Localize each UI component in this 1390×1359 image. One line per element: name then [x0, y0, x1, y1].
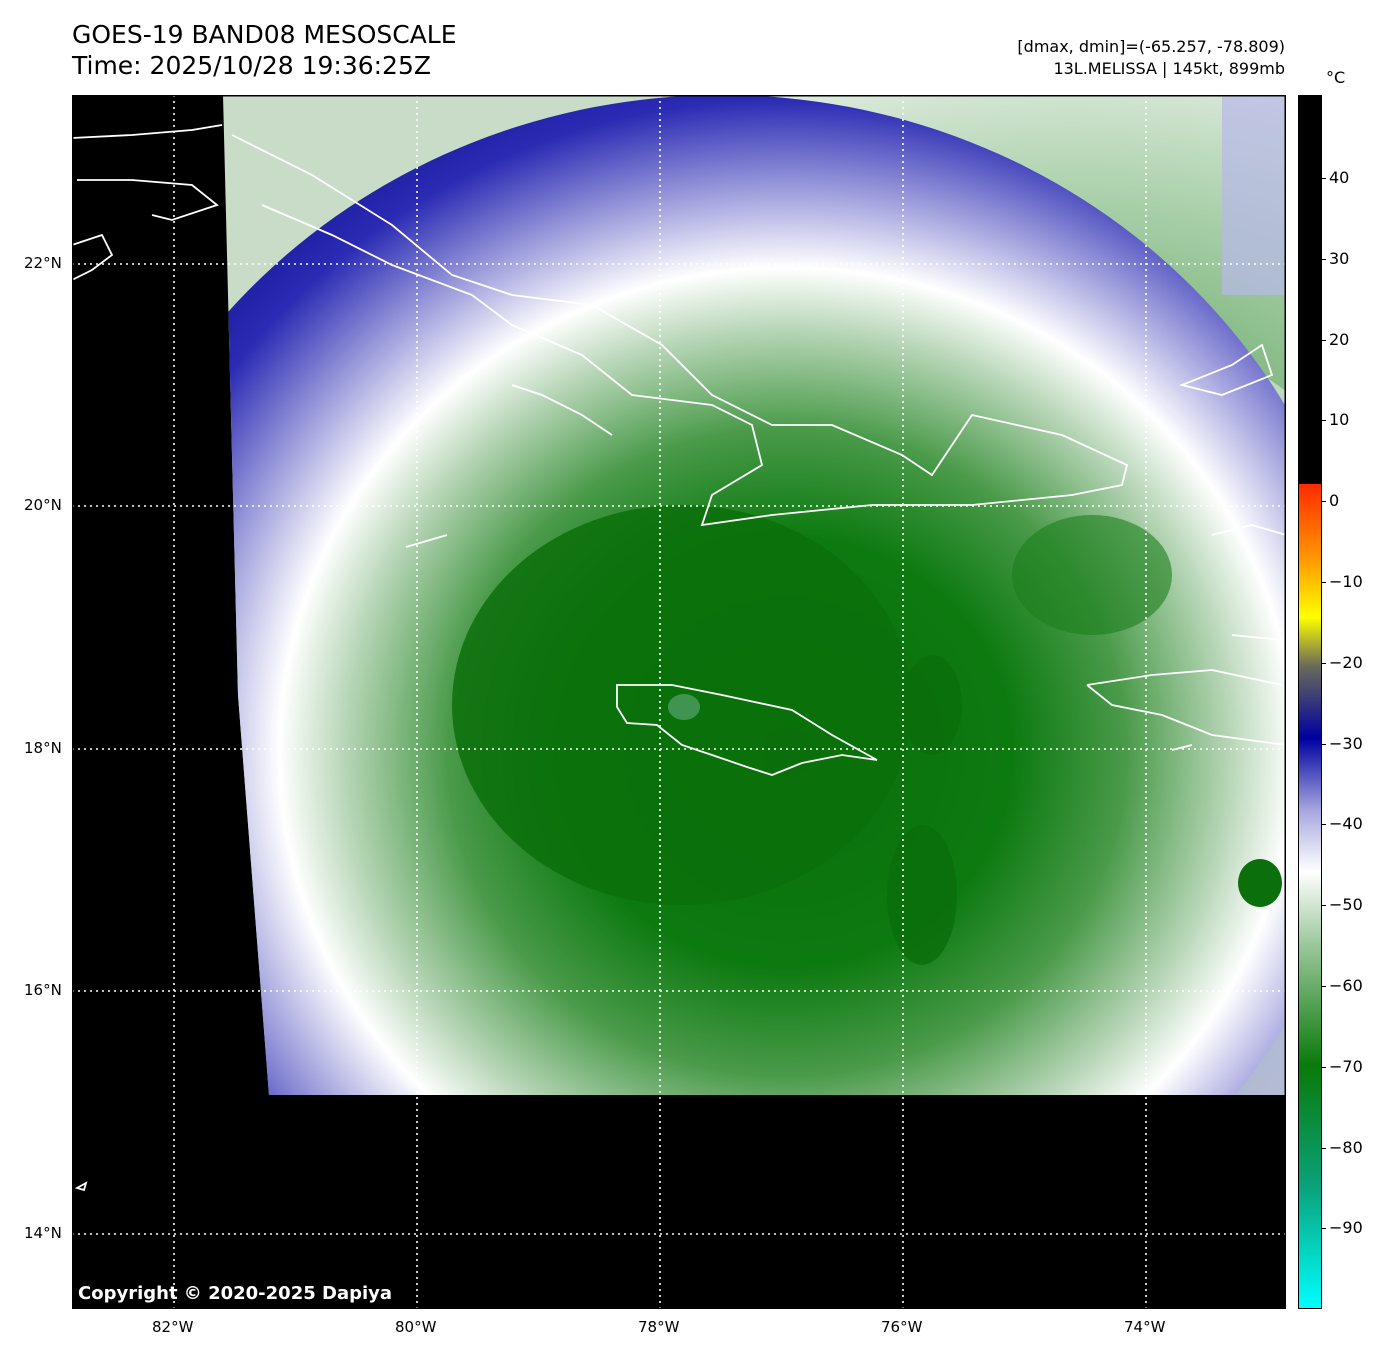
colorbar-tick-label: −70 — [1329, 1056, 1363, 1076]
colorbar-tick-mark — [1321, 1228, 1326, 1230]
copyright-text: Copyright © 2020-2025 Dapiya — [78, 1283, 393, 1304]
cloud-imagery — [223, 95, 1286, 1095]
lat-label: 14°N — [24, 1224, 62, 1242]
colorbar-tick-mark — [1321, 501, 1326, 503]
gridlines — [72, 95, 1286, 1309]
colorbar-tick-label: −50 — [1329, 895, 1363, 915]
colorbar-tick-mark — [1321, 824, 1326, 826]
colorbar-tick-mark — [1321, 986, 1326, 987]
colorbar — [1298, 95, 1322, 1309]
colorbar-tick-mark — [1321, 905, 1326, 907]
colorbar-tick-label: 10 — [1329, 410, 1350, 430]
lat-label: 22°N — [24, 254, 62, 272]
lon-label: 80°W — [395, 1318, 437, 1336]
colorbar-tick-mark — [1321, 582, 1326, 583]
title-line-2: Time: 2025/10/28 19:36:25Z — [72, 51, 431, 80]
lat-label: 16°N — [24, 981, 62, 999]
map-frame — [72, 95, 1286, 1309]
colorbar-tick-label: −20 — [1329, 652, 1363, 672]
colorbar-tick-mark — [1321, 1147, 1326, 1149]
colorbar-tick-label: −80 — [1329, 1137, 1363, 1157]
colorbar-tick-mark — [1321, 258, 1326, 260]
colorbar-tick-label: −10 — [1329, 572, 1363, 591]
coastlines — [72, 124, 1286, 1192]
lon-label: 78°W — [638, 1318, 680, 1336]
colorbar-tick-label: −90 — [1329, 1218, 1363, 1238]
lon-label: 82°W — [152, 1318, 194, 1336]
colorbar-tick-label: −60 — [1329, 976, 1363, 995]
colorbar-tick-mark — [1321, 339, 1326, 341]
colorbar-tick-label: 30 — [1329, 248, 1350, 268]
data-range-text: [dmax, dmin]=(-65.257, -78.809) — [1017, 37, 1285, 56]
colorbar-tick-label: 0 — [1329, 491, 1340, 511]
lat-label: 18°N — [24, 739, 62, 757]
colorbar-unit: °C — [1326, 68, 1346, 87]
colorbar-tick-label: 40 — [1329, 168, 1350, 187]
satellite-map — [72, 95, 1286, 1309]
colorbar-tick-label: 20 — [1329, 329, 1350, 349]
colorbar-tick-mark — [1321, 1066, 1326, 1068]
colorbar-tick-mark — [1321, 662, 1326, 664]
colorbar-tick-label: −40 — [1329, 814, 1363, 834]
colorbar-tick-mark — [1321, 420, 1326, 422]
lat-label: 20°N — [24, 496, 62, 514]
colorbar-tick-mark — [1321, 743, 1326, 745]
lon-label: 76°W — [881, 1318, 923, 1336]
title-line-1: GOES-19 BAND08 MESOSCALE — [72, 20, 457, 49]
lon-label: 74°W — [1124, 1318, 1166, 1336]
storm-info-text: 13L.MELISSA | 145kt, 899mb — [1053, 59, 1285, 78]
colorbar-tick-label: −30 — [1329, 733, 1363, 753]
colorbar-tick-mark — [1321, 178, 1326, 179]
